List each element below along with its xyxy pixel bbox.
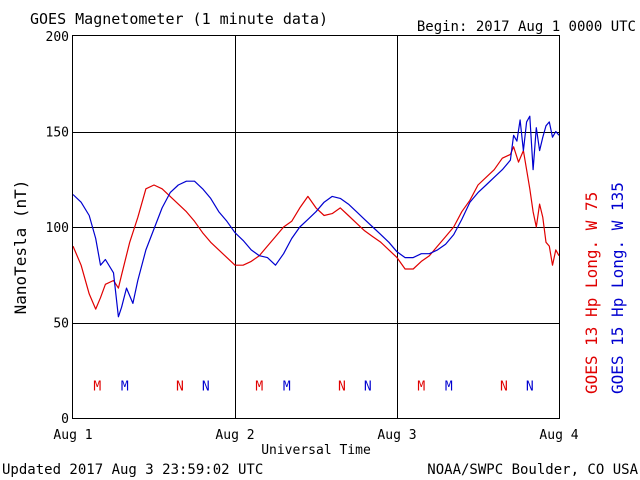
legend: GOES 13 Hp Long. W 75 GOES 15 Hp Long. W … — [582, 182, 627, 394]
midnight-noon-marker: M — [283, 380, 291, 395]
chart-title: GOES Magnetometer (1 minute data) — [30, 10, 328, 28]
x-tick-label: Aug 4 — [539, 428, 578, 443]
midnight-noon-marker: M — [93, 380, 101, 395]
plot-frame — [72, 35, 560, 419]
x-tick-label: Aug 2 — [215, 428, 254, 443]
y-tick-label: 200 — [46, 30, 69, 45]
x-axis-label: Universal Time — [261, 443, 371, 458]
y-axis-label: NanoTesla (nT) — [11, 180, 30, 315]
midnight-noon-marker: M — [445, 380, 453, 395]
midnight-noon-marker: N — [338, 380, 346, 395]
midnight-noon-marker: N — [202, 380, 210, 395]
y-axis-ticks: 0 50 100 150 200 — [46, 30, 69, 427]
y-tick-label: 0 — [61, 412, 69, 427]
footer-updated: Updated 2017 Aug 3 23:59:02 UTC — [2, 462, 263, 478]
grid-lines — [73, 36, 559, 418]
x-tick-label: Aug 1 — [53, 428, 92, 443]
midnight-noon-marker: N — [526, 380, 534, 395]
y-tick-label: 150 — [46, 126, 69, 141]
series-layer — [72, 115, 560, 318]
midnight-noon-marker: N — [176, 380, 184, 395]
midnight-noon-marker: N — [500, 380, 508, 395]
begin-label: Begin: 2017 Aug 1 0000 UTC — [417, 19, 636, 35]
midnight-noon-marker: M — [417, 380, 425, 395]
x-tick-label: Aug 3 — [377, 428, 416, 443]
midnight-noon-marker: M — [255, 380, 263, 395]
footer-source: NOAA/SWPC Boulder, CO USA — [427, 462, 638, 478]
legend-goes15: GOES 15 Hp Long. W 135 — [608, 182, 627, 394]
series-line-goes15 — [72, 115, 560, 318]
y-tick-label: 50 — [53, 317, 69, 332]
x-axis-ticks: Aug 1 Aug 2 Aug 3 Aug 4 — [53, 428, 578, 443]
series-line-goes13 — [72, 146, 560, 310]
y-tick-label: 100 — [46, 221, 69, 236]
legend-goes13: GOES 13 Hp Long. W 75 — [582, 192, 601, 394]
midnight-noon-marker: N — [364, 380, 372, 395]
midnight-noon-marker: M — [121, 380, 129, 395]
